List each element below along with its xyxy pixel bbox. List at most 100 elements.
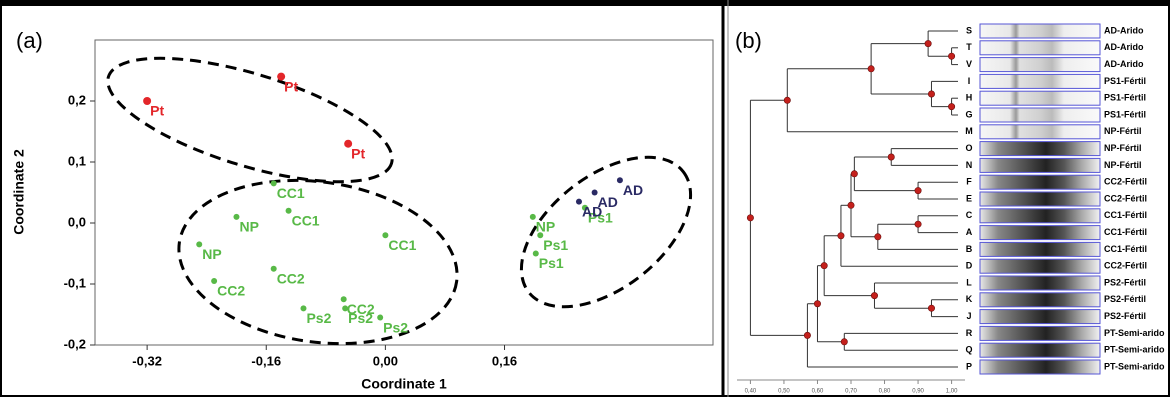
leaf-label: CC2-Fértil [1104,261,1147,271]
gel-lane [980,175,1100,189]
leaf-label: PT-Semi-arido [1104,361,1165,371]
leaf-label: CC2-Fértil [1104,193,1147,203]
leaf-id: O [965,143,972,153]
plot-frame [95,40,713,345]
y-tick-label: 0,1 [68,153,86,168]
gel-lane [980,326,1100,340]
node-dot [948,53,954,59]
leaf-label: PS2-Fértil [1104,294,1146,304]
gel-lane [980,209,1100,223]
gel-lane [980,125,1100,139]
panel-label: (a) [16,28,43,53]
leaf-label: CC1-Fértil [1104,244,1147,254]
y-axis-title: Coordinate 2 [11,149,27,235]
node-dot [838,233,844,239]
leaf-id: L [966,277,972,287]
gel-lane [980,74,1100,88]
scale-tick-label: 0,90 [912,389,924,395]
cluster-ellipse [95,33,405,208]
point-label: Ps1 [543,237,568,253]
gel-lane [980,276,1100,290]
gel-lane [980,24,1100,38]
node-dot [784,97,790,103]
leaf-id: M [965,126,973,136]
node-dot [871,292,877,298]
node-dot [841,339,847,345]
leaf-id: E [966,193,972,203]
leaf-id: R [966,328,973,338]
x-tick-label: -0,16 [251,353,281,368]
node-dot [875,234,881,240]
y-tick-label: -0,1 [64,275,86,290]
gel-lane [980,293,1100,307]
y-tick-label: 0,0 [68,214,86,229]
scale-tick-label: 1,00 [946,389,958,395]
leaf-id: K [966,294,973,304]
node-dot [821,262,827,268]
leaf-label: NP-Fértil [1104,143,1142,153]
node-dot [915,221,921,227]
leaf-id: C [966,210,973,220]
point-label: Pt [351,145,365,161]
gel-lane [980,41,1100,55]
node-dot [948,103,954,109]
scale-tick-label: 0,80 [879,389,891,395]
leaf-label: PS1-Fértil [1104,109,1146,119]
leaf-id: P [966,361,972,371]
gel-lane [980,58,1100,72]
x-tick-label: 0,16 [492,353,517,368]
leaf-label: NP-Fértil [1104,126,1142,136]
gel-lane [980,310,1100,324]
node-dot [928,91,934,97]
scale-tick-label: 0,50 [778,389,790,395]
leaf-id: N [966,160,973,170]
node-dot [848,202,854,208]
leaf-id: F [966,177,972,187]
scale-tick-label: 0,40 [745,389,757,395]
point-label: Ps1 [539,255,564,271]
gel-lane [980,91,1100,105]
node-dot [928,305,934,311]
leaf-label: PS1-Fértil [1104,76,1146,86]
point-label: NP [239,219,258,235]
leaf-id: G [965,109,972,119]
leaf-label: NP-Fértil [1104,160,1142,170]
figure: (a) Coordinate 1 Coordinate 2 (b) -0,32-… [0,0,1170,397]
node-dot [915,187,921,193]
node-dot [804,332,810,338]
panel-label: (b) [735,28,762,53]
gel-lane [980,242,1100,256]
node-dot [888,154,894,160]
leaf-id: A [966,227,973,237]
leaf-id: H [966,93,973,103]
leaf-id: T [966,42,972,52]
leaf-label: CC1-Fértil [1104,227,1147,237]
top-bar [0,0,1170,6]
node-dot [851,171,857,177]
gel-lane [980,343,1100,357]
leaf-id: I [968,76,971,86]
cluster-ellipse [494,128,717,337]
gel-lane [980,259,1100,273]
leaf-label: PT-Semi-arido [1104,345,1165,355]
scale-tick-label: 0,60 [812,389,824,395]
point-label: CC1 [277,185,305,201]
x-tick-label: 0,00 [373,353,398,368]
point-label: AD [598,194,618,210]
leaf-label: CC1-Fértil [1104,210,1147,220]
gel-lane [980,192,1100,206]
y-tick-label: 0,2 [68,92,86,107]
gel-lane [980,142,1100,156]
page: (a) Coordinate 1 Coordinate 2 (b) -0,32-… [0,0,1170,397]
leaf-label: PS1-Fértil [1104,93,1146,103]
node-dot [868,66,874,72]
gel-lane [980,108,1100,122]
point-label: CC1 [388,237,416,253]
leaf-label: PS2-Fértil [1104,311,1146,321]
leaf-label: AD-Arido [1104,59,1144,69]
leaf-label: PS2-Fértil [1104,277,1146,287]
point-label: Pt [150,103,164,119]
leaf-label: AD-Arido [1104,42,1144,52]
leaf-id: B [966,244,973,254]
x-axis-title: Coordinate 1 [361,376,447,392]
